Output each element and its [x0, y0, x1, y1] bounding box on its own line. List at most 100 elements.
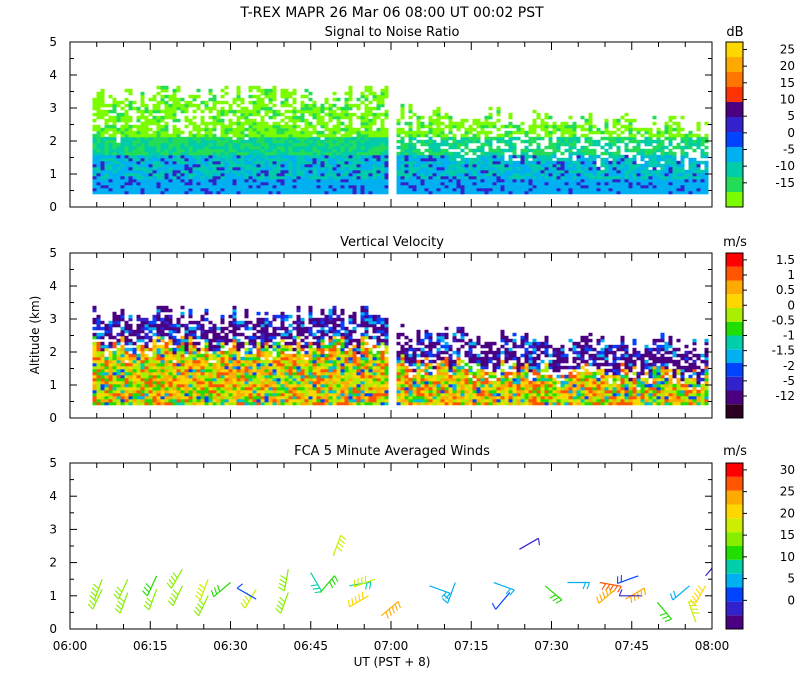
heatmap-cell — [452, 151, 457, 156]
colorbar-frame — [725, 41, 744, 208]
heatmap-cell — [432, 145, 437, 150]
heatmap-cell — [108, 124, 113, 129]
heatmap-cell — [408, 190, 413, 195]
heatmap-cell — [488, 124, 493, 129]
heatmap-cell — [116, 392, 121, 397]
heatmap-cell — [188, 190, 193, 195]
heatmap-cell — [252, 187, 257, 192]
heatmap-cell — [432, 181, 437, 186]
heatmap-cell — [276, 142, 281, 147]
heatmap-cell — [500, 136, 505, 141]
heatmap-cell — [488, 175, 493, 180]
heatmap-cell — [116, 332, 121, 337]
heatmap-cell — [612, 163, 617, 168]
heatmap-cell — [356, 187, 361, 192]
heatmap-cell — [252, 401, 257, 406]
heatmap-cell — [172, 368, 177, 373]
heatmap-cell — [112, 127, 117, 132]
heatmap-cell — [436, 112, 441, 117]
heatmap-cell — [276, 160, 281, 165]
heatmap-cell — [448, 184, 453, 189]
heatmap-cell — [448, 118, 453, 123]
heatmap-cell — [168, 362, 173, 367]
heatmap-cell — [192, 160, 197, 165]
heatmap-cell — [368, 184, 373, 189]
heatmap-cell — [144, 154, 149, 159]
heatmap-cell — [240, 169, 245, 174]
heatmap-cell — [408, 115, 413, 120]
heatmap-cell — [120, 383, 125, 388]
heatmap-cell — [500, 133, 505, 138]
heatmap-cell — [492, 136, 497, 141]
heatmap-cell — [160, 100, 165, 105]
heatmap-cell — [200, 371, 205, 376]
heatmap-cell — [364, 133, 369, 138]
heatmap-cell — [156, 374, 161, 379]
heatmap-cell — [236, 383, 241, 388]
heatmap-cell — [256, 97, 261, 102]
heatmap-cell — [152, 97, 157, 102]
heatmap-cell — [96, 136, 101, 141]
heatmap-cell — [220, 392, 225, 397]
heatmap-cell — [168, 401, 173, 406]
heatmap-cell — [128, 154, 133, 159]
heatmap-cell — [108, 377, 113, 382]
heatmap-cell — [640, 133, 645, 138]
heatmap-cell — [588, 175, 593, 180]
heatmap-cell — [96, 184, 101, 189]
heatmap-cell — [668, 187, 673, 192]
heatmap-cell — [368, 181, 373, 186]
heatmap-cell — [484, 133, 489, 138]
heatmap-cell — [464, 145, 469, 150]
heatmap-cell — [108, 389, 113, 394]
heatmap-cell — [284, 115, 289, 120]
heatmap-cell — [132, 401, 137, 406]
heatmap-cell — [380, 172, 385, 177]
heatmap-cell — [616, 175, 621, 180]
heatmap-cell — [396, 130, 401, 135]
heatmap-cell — [92, 368, 97, 373]
heatmap-cell — [204, 398, 209, 403]
heatmap-cell — [676, 142, 681, 147]
heatmap-cell — [160, 163, 165, 168]
heatmap-cell — [548, 124, 553, 129]
heatmap-cell — [316, 151, 321, 156]
heatmap-cell — [92, 305, 97, 310]
heatmap-cell — [276, 151, 281, 156]
heatmap-cell — [280, 172, 285, 177]
heatmap-cell — [668, 163, 673, 168]
heatmap-cell — [576, 163, 581, 168]
heatmap-cell — [680, 127, 685, 132]
heatmap-cell — [440, 175, 445, 180]
heatmap-cell — [476, 130, 481, 135]
heatmap-cell — [116, 395, 121, 400]
heatmap-cell — [656, 190, 661, 195]
heatmap-cell — [168, 371, 173, 376]
heatmap-cell — [92, 160, 97, 165]
heatmap-cell — [132, 377, 137, 382]
heatmap-cell — [224, 100, 229, 105]
heatmap-cell — [148, 169, 153, 174]
heatmap-cell — [420, 163, 425, 168]
heatmap-cell — [132, 347, 137, 352]
heatmap-cell — [176, 151, 181, 156]
heatmap-cell — [196, 136, 201, 141]
heatmap-cell — [348, 142, 353, 147]
heatmap-cell — [112, 344, 117, 349]
heatmap-cell — [260, 127, 265, 132]
heatmap-cell — [248, 166, 253, 171]
heatmap-cell — [264, 157, 269, 162]
heatmap-cell — [188, 145, 193, 150]
heatmap-cell — [112, 160, 117, 165]
heatmap-cell — [320, 187, 325, 192]
heatmap-cell — [572, 181, 577, 186]
heatmap-cell — [184, 329, 189, 334]
heatmap-cell — [464, 133, 469, 138]
heatmap-cell — [376, 115, 381, 120]
colorbar-unit-snr: dB — [726, 25, 743, 40]
heatmap-cell — [204, 103, 209, 108]
heatmap-cell — [116, 341, 121, 346]
heatmap-cell — [416, 190, 421, 195]
heatmap-cell — [292, 160, 297, 165]
heatmap-cell — [336, 127, 341, 132]
